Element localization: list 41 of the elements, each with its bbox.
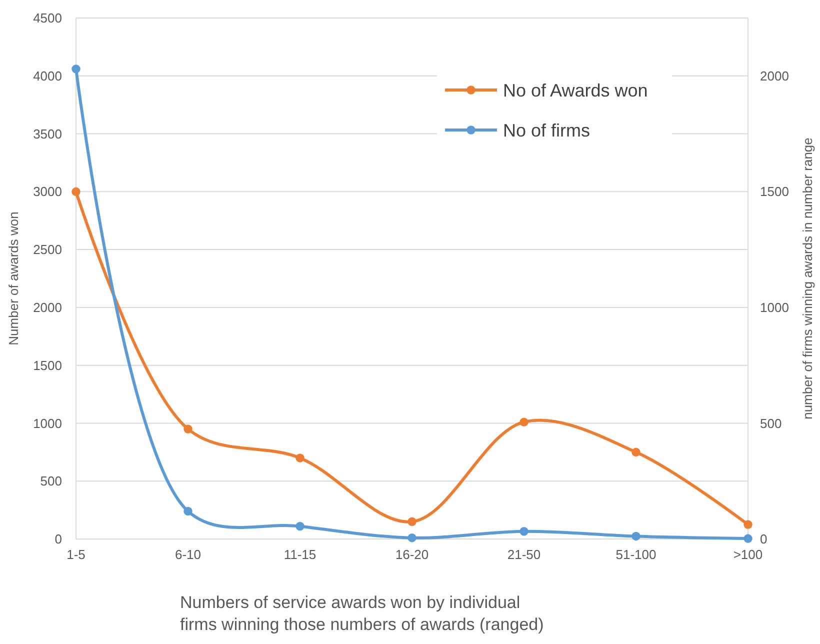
x-tick-label: 11-15 <box>284 547 316 562</box>
x-tick-label: 21-50 <box>507 547 541 562</box>
y-tick-label: 4000 <box>33 68 62 84</box>
point <box>744 534 752 543</box>
point <box>632 448 640 457</box>
y-tick-label: 1500 <box>33 358 62 373</box>
y-tick-label: 3500 <box>33 126 62 142</box>
x-tick-label: 1-5 <box>66 547 86 562</box>
y-tick-label: 4500 <box>33 10 62 26</box>
point <box>72 64 80 74</box>
y-tick-label: 2000 <box>33 300 62 315</box>
y2-axis-title: number of firms winning awards in number range <box>800 138 815 420</box>
y-tick-label: 0 <box>54 532 62 547</box>
x-tick-label: >100 <box>733 547 763 562</box>
point <box>520 418 528 426</box>
point <box>744 520 752 529</box>
y2-tick-label: 0 <box>760 532 768 547</box>
x-tick-label: 6-10 <box>174 547 202 562</box>
x-tick-label: 16-20 <box>395 547 429 562</box>
legend-label: No of Awards won <box>503 80 648 100</box>
y2-tick-label: 500 <box>760 416 782 431</box>
point <box>184 506 192 516</box>
y2-tick-label: 1500 <box>760 184 789 200</box>
y-tick-label: 2500 <box>33 242 62 258</box>
point <box>72 187 80 196</box>
x-tick-label: 51-100 <box>616 547 656 562</box>
legend-label: No of firms <box>503 120 590 140</box>
y2-tick-label: 2000 <box>760 68 789 84</box>
x-axis-title: Numbers of service awards won by individual firms winning those numbers of awards (ranged) <box>180 593 544 634</box>
point <box>296 522 304 531</box>
y-tick-label: 500 <box>40 474 62 489</box>
y-tick-label: 1000 <box>33 416 62 431</box>
point <box>408 517 416 526</box>
y2-tick-label: 1000 <box>760 300 789 315</box>
point <box>520 526 528 536</box>
point <box>632 532 640 541</box>
y-tick-label: 3000 <box>33 184 62 200</box>
y-axis-title: Number of awards won <box>6 212 21 346</box>
point <box>296 454 304 462</box>
point <box>408 533 416 542</box>
point <box>184 424 192 434</box>
